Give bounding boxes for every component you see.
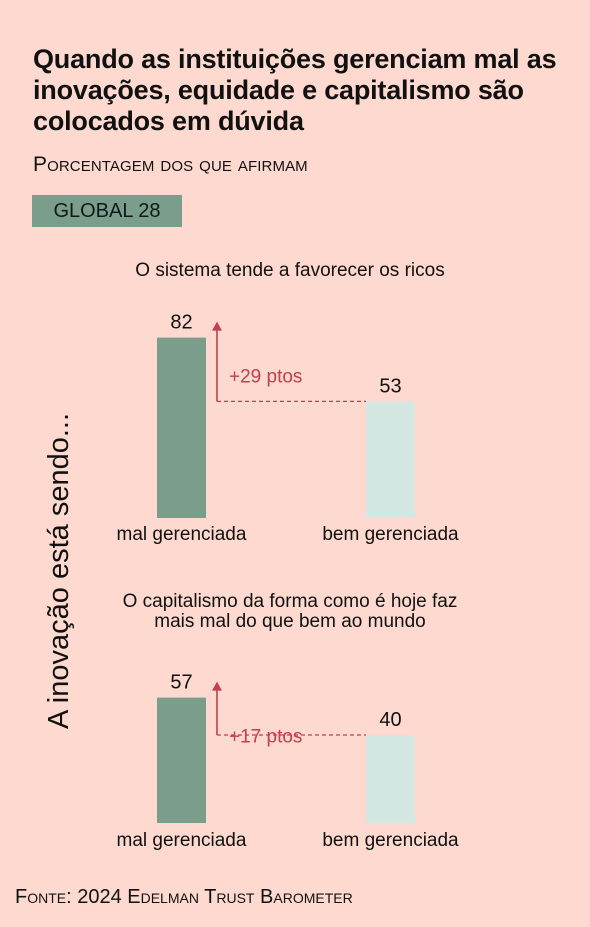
bar-value-label: 53	[379, 375, 401, 397]
chart-panel-1: O sistema tende a favorecer os ricos 82 ma…	[117, 260, 460, 545]
difference-arrowhead	[212, 321, 222, 331]
chart-panel-2: O capitalismo da forma como é hoje fazma…	[117, 591, 460, 851]
bar-value-label: 40	[379, 709, 401, 731]
bar-poorly-managed	[157, 337, 206, 518]
panel-title-line: O capitalismo da forma como é hoje faz	[123, 591, 458, 612]
bar-well-managed	[366, 401, 415, 518]
side-axis-label: A inovação está sendo...	[43, 413, 75, 729]
panel-title-line: mais mal do que bem ao mundo	[154, 611, 425, 632]
bar-poorly-managed	[157, 697, 206, 823]
difference-arrowhead	[212, 681, 222, 691]
bar-value-label: 57	[170, 672, 192, 694]
chart-title: Quando as instituições gerenciam mal as …	[33, 44, 557, 136]
panel-title-line: O sistema tende a favorecer os ricos	[135, 260, 444, 281]
bar-value-label: 82	[170, 312, 192, 334]
source-note: Fonte: 2024 Edelman Trust Barometer	[15, 886, 353, 908]
category-label: bem gerenciada	[322, 524, 459, 545]
difference-label: +29 ptos	[229, 367, 302, 388]
region-badge: GLOBAL 28	[32, 195, 182, 227]
side-label-group: A inovação está sendo...	[43, 413, 75, 729]
difference-label: +17 ptos	[229, 727, 302, 748]
category-label: mal gerenciada	[117, 830, 247, 851]
bar-well-managed	[366, 735, 415, 823]
category-label: bem gerenciada	[322, 830, 459, 851]
category-label: mal gerenciada	[117, 524, 247, 545]
chart-subtitle: Porcentagem dos que afirmam	[33, 153, 308, 176]
